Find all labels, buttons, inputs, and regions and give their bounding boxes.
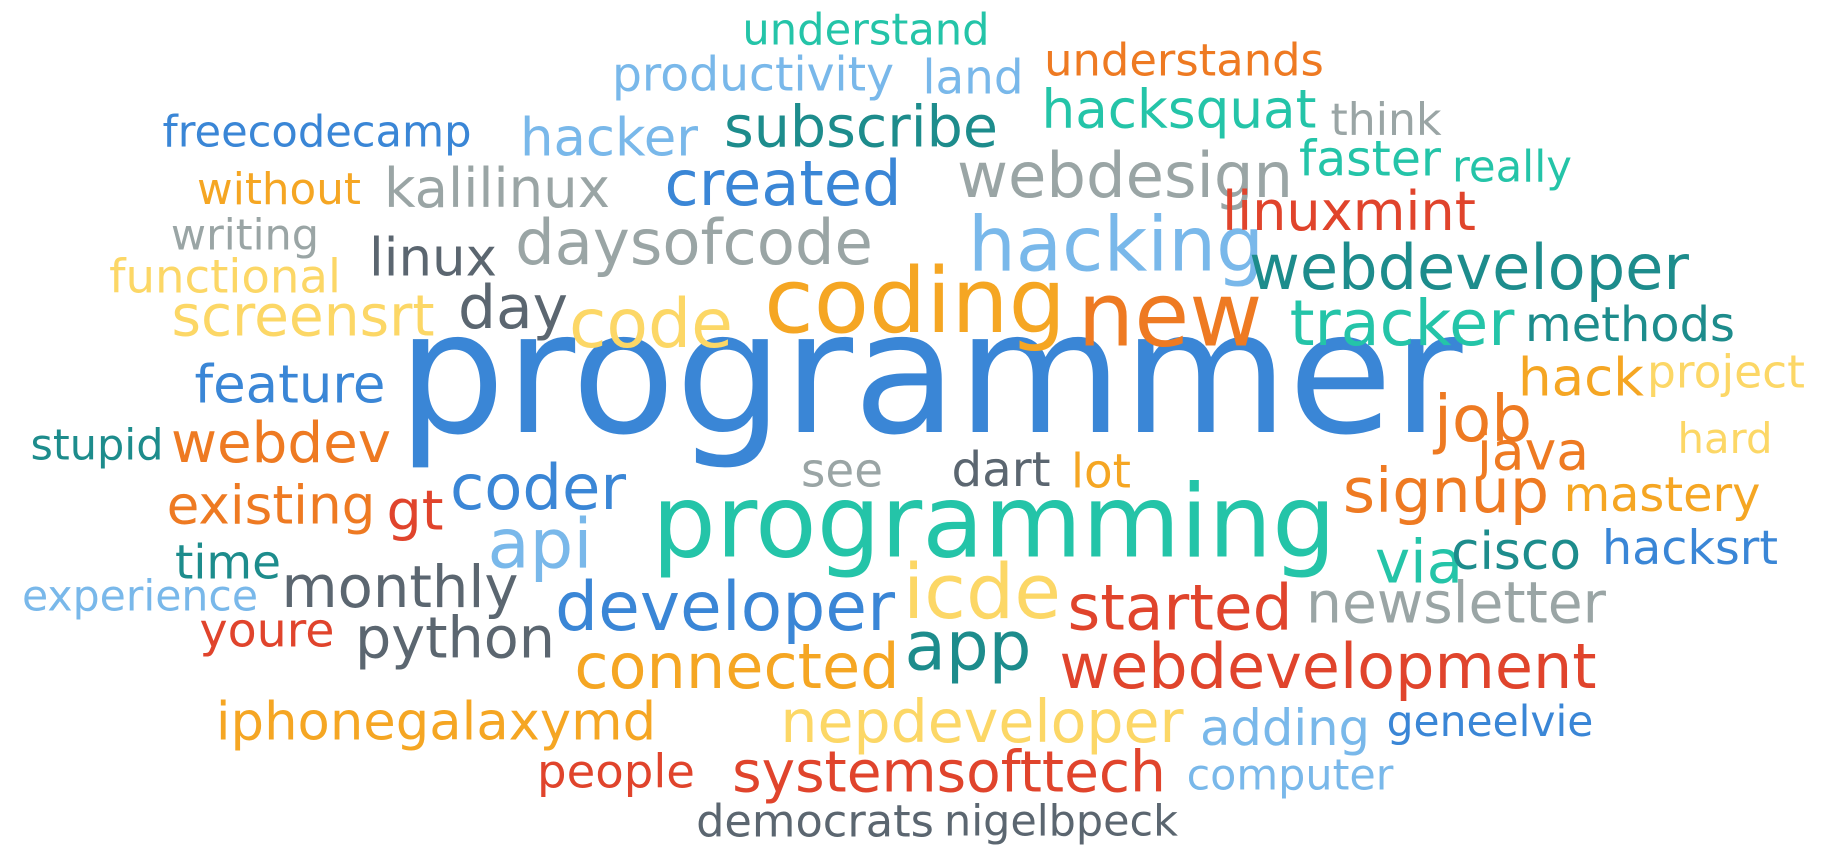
word: via [1374,528,1464,598]
word: understand [742,5,990,56]
word: icde [903,547,1061,636]
word: newsletter [1306,570,1606,637]
word: adding [1199,699,1371,758]
word: hard [1677,414,1773,464]
word: webdeveloper [1248,230,1690,304]
word: job [1433,381,1533,457]
word: monthly [281,554,519,622]
word: webdev [170,410,392,476]
word: existing [166,474,376,537]
word: really [1452,142,1572,193]
word: kalilinux [384,155,610,220]
word: dart [951,441,1051,498]
word: new [1077,263,1263,368]
word: computer [1186,750,1394,801]
word: started [1067,571,1293,645]
word: people [537,744,695,799]
word: project [1647,345,1805,399]
word: time [175,535,281,591]
word: faster [1299,130,1441,188]
word: geneelvie [1386,696,1594,746]
word: webdevelopment [1059,630,1597,703]
word: coder [449,450,627,524]
word: linux [369,227,497,289]
word: functional [109,249,341,304]
word: productivity [611,47,895,103]
word: methods [1525,298,1735,354]
word: gt [386,478,444,544]
word: tracker [1289,286,1515,361]
word: see [801,444,883,499]
word: hacksrt [1601,521,1779,577]
word: lot [1071,445,1131,500]
word: think [1330,94,1442,146]
word: without [197,165,361,216]
word: writing [170,210,320,261]
word: connected [574,629,900,703]
word: hack [1518,347,1644,409]
word: screensrt [171,283,435,350]
word: daysofcode [515,205,873,279]
word: coding [764,248,1066,354]
word: iphonegalaxymd [215,691,657,753]
word: nepdeveloper [780,687,1184,756]
word: created [664,146,902,220]
word: mastery [1563,468,1761,524]
word: stupid [30,420,164,471]
word: land [922,51,1024,106]
word: java [1476,419,1590,483]
word: systemsofttech [732,739,1166,806]
word: experience [21,571,259,622]
word: democrats [696,795,934,848]
word: app [904,606,1032,686]
word: python [354,605,556,672]
word: code [569,285,733,364]
word: hacking [967,200,1265,289]
word: signup [1342,455,1550,528]
word: hacker [519,107,699,169]
word: developer [555,568,895,648]
word: api [487,504,593,585]
word: nigelbpeck [944,796,1178,847]
word: day [458,273,568,344]
word: subscribe [723,94,999,161]
word: understands [1044,33,1324,87]
word: feature [194,354,386,416]
word: cisco [1450,522,1582,583]
word: webdesign [957,138,1293,212]
word: programmer [397,275,1463,474]
word: freecodecamp [162,107,472,158]
word: programming [651,462,1337,581]
word: linuxmint [1222,179,1476,243]
word: hacksquat [1041,78,1317,141]
word: youre [199,603,335,659]
